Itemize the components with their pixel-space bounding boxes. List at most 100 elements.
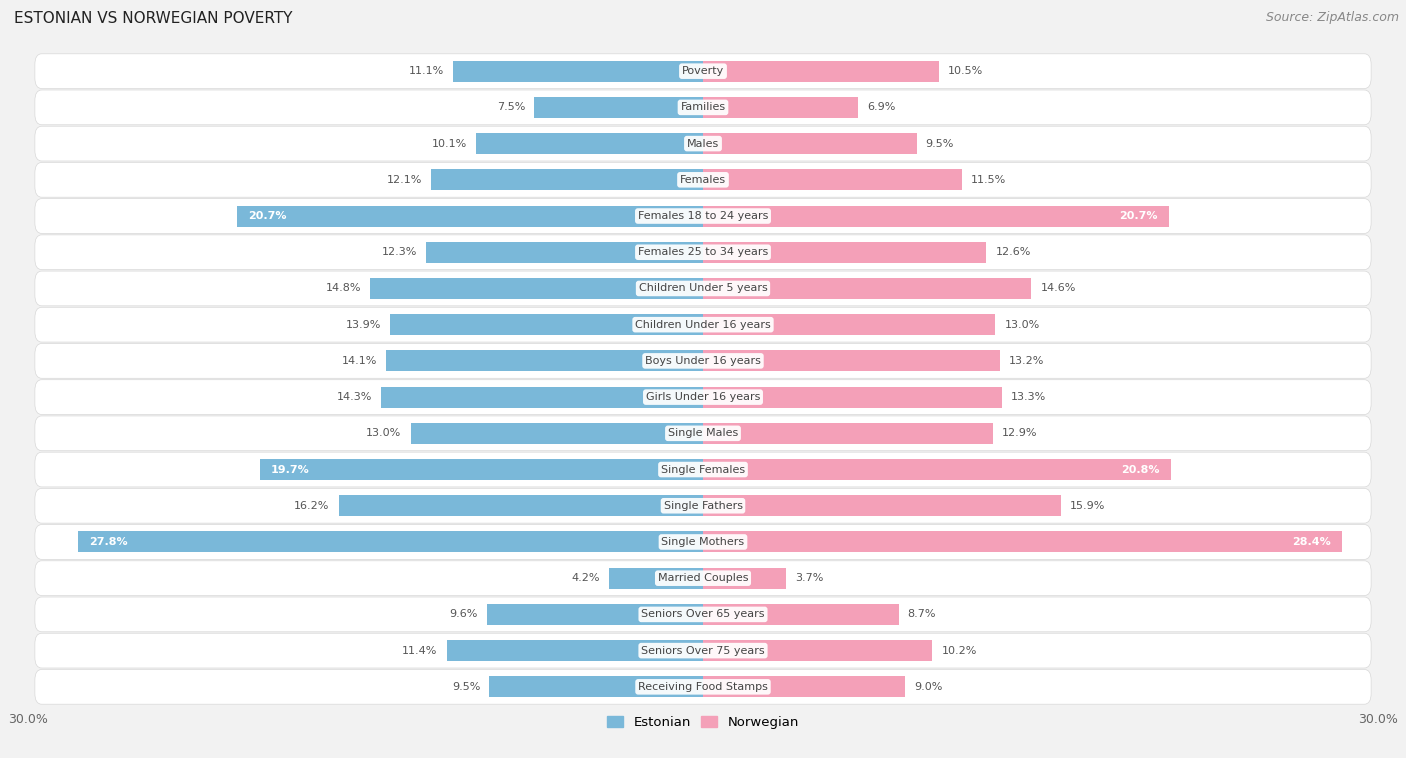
Text: 12.6%: 12.6%	[995, 247, 1031, 257]
Text: 27.8%: 27.8%	[89, 537, 128, 547]
Bar	[385, 350, 703, 371]
FancyBboxPatch shape	[35, 488, 1371, 523]
Bar	[534, 97, 703, 118]
Bar	[703, 97, 858, 118]
Text: 4.2%: 4.2%	[571, 573, 599, 583]
Bar	[703, 387, 1002, 408]
FancyBboxPatch shape	[35, 561, 1371, 596]
Text: 20.8%: 20.8%	[1121, 465, 1160, 475]
Bar	[430, 169, 703, 190]
Text: Females 18 to 24 years: Females 18 to 24 years	[638, 211, 768, 221]
Bar	[486, 604, 703, 625]
Bar	[703, 133, 917, 154]
Bar	[703, 604, 898, 625]
Text: Married Couples: Married Couples	[658, 573, 748, 583]
Text: Poverty: Poverty	[682, 66, 724, 76]
Bar	[381, 387, 703, 408]
Text: 16.2%: 16.2%	[294, 501, 329, 511]
Text: Seniors Over 75 years: Seniors Over 75 years	[641, 646, 765, 656]
FancyBboxPatch shape	[35, 54, 1371, 89]
Text: 9.6%: 9.6%	[450, 609, 478, 619]
Bar	[238, 205, 703, 227]
Bar	[426, 242, 703, 263]
Text: Receiving Food Stamps: Receiving Food Stamps	[638, 682, 768, 692]
Text: 7.5%: 7.5%	[496, 102, 526, 112]
Bar	[489, 676, 703, 697]
FancyBboxPatch shape	[35, 127, 1371, 161]
Bar	[703, 640, 932, 661]
Text: 10.1%: 10.1%	[432, 139, 467, 149]
FancyBboxPatch shape	[35, 416, 1371, 451]
Text: Single Females: Single Females	[661, 465, 745, 475]
Text: 20.7%: 20.7%	[249, 211, 287, 221]
Text: 9.0%: 9.0%	[914, 682, 943, 692]
Text: Boys Under 16 years: Boys Under 16 years	[645, 356, 761, 366]
FancyBboxPatch shape	[35, 669, 1371, 704]
Text: 12.3%: 12.3%	[382, 247, 418, 257]
FancyBboxPatch shape	[35, 162, 1371, 197]
Text: Children Under 16 years: Children Under 16 years	[636, 320, 770, 330]
Bar	[703, 205, 1168, 227]
Text: Single Fathers: Single Fathers	[664, 501, 742, 511]
Bar	[703, 242, 987, 263]
FancyBboxPatch shape	[35, 199, 1371, 233]
FancyBboxPatch shape	[35, 380, 1371, 415]
FancyBboxPatch shape	[35, 235, 1371, 270]
Bar	[411, 423, 703, 444]
Text: 9.5%: 9.5%	[451, 682, 481, 692]
Bar	[703, 314, 995, 335]
Text: 20.7%: 20.7%	[1119, 211, 1157, 221]
Text: 13.3%: 13.3%	[1011, 392, 1046, 402]
Bar	[447, 640, 703, 661]
Text: 12.1%: 12.1%	[387, 175, 422, 185]
FancyBboxPatch shape	[35, 633, 1371, 668]
Bar	[391, 314, 703, 335]
Text: 11.5%: 11.5%	[970, 175, 1005, 185]
Text: 14.1%: 14.1%	[342, 356, 377, 366]
Text: Seniors Over 65 years: Seniors Over 65 years	[641, 609, 765, 619]
Bar	[609, 568, 703, 589]
Text: Girls Under 16 years: Girls Under 16 years	[645, 392, 761, 402]
FancyBboxPatch shape	[35, 90, 1371, 125]
Text: Families: Families	[681, 102, 725, 112]
Text: 15.9%: 15.9%	[1070, 501, 1105, 511]
Text: 13.2%: 13.2%	[1010, 356, 1045, 366]
Bar	[703, 350, 1000, 371]
Text: Source: ZipAtlas.com: Source: ZipAtlas.com	[1265, 11, 1399, 24]
Text: 28.4%: 28.4%	[1292, 537, 1330, 547]
Bar	[77, 531, 703, 553]
Bar	[703, 459, 1171, 480]
FancyBboxPatch shape	[35, 453, 1371, 487]
Text: 3.7%: 3.7%	[796, 573, 824, 583]
Text: 13.0%: 13.0%	[1004, 320, 1039, 330]
Text: 10.5%: 10.5%	[948, 66, 983, 76]
FancyBboxPatch shape	[35, 343, 1371, 378]
Text: Females: Females	[681, 175, 725, 185]
Bar	[703, 531, 1341, 553]
Bar	[703, 676, 905, 697]
Legend: Estonian, Norwegian: Estonian, Norwegian	[602, 710, 804, 735]
Text: 14.3%: 14.3%	[337, 392, 373, 402]
Text: ESTONIAN VS NORWEGIAN POVERTY: ESTONIAN VS NORWEGIAN POVERTY	[14, 11, 292, 27]
Text: Females 25 to 34 years: Females 25 to 34 years	[638, 247, 768, 257]
Text: 13.9%: 13.9%	[346, 320, 381, 330]
Text: 9.5%: 9.5%	[925, 139, 955, 149]
Text: Males: Males	[688, 139, 718, 149]
Bar	[339, 495, 703, 516]
Text: 6.9%: 6.9%	[868, 102, 896, 112]
Bar	[260, 459, 703, 480]
Bar	[475, 133, 703, 154]
Bar	[453, 61, 703, 82]
Bar	[703, 495, 1060, 516]
Text: 10.2%: 10.2%	[942, 646, 977, 656]
Bar	[703, 278, 1032, 299]
Bar	[703, 568, 786, 589]
Text: Children Under 5 years: Children Under 5 years	[638, 283, 768, 293]
Text: 14.8%: 14.8%	[326, 283, 361, 293]
Text: 11.4%: 11.4%	[402, 646, 437, 656]
Text: 11.1%: 11.1%	[409, 66, 444, 76]
Text: 13.0%: 13.0%	[367, 428, 402, 438]
FancyBboxPatch shape	[35, 597, 1371, 631]
Bar	[703, 423, 993, 444]
Text: Single Mothers: Single Mothers	[661, 537, 745, 547]
